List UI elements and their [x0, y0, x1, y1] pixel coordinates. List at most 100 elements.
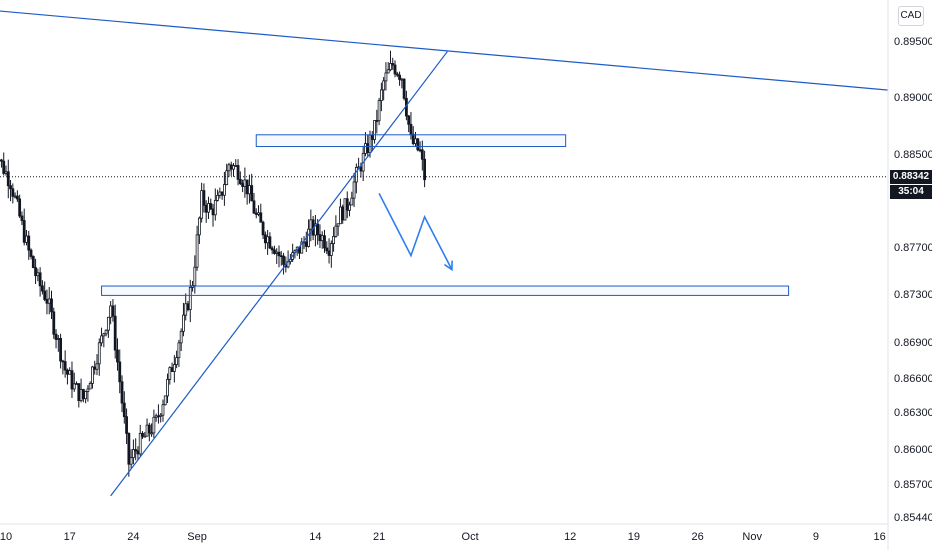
candle-body [348, 204, 351, 211]
candle-body [400, 78, 404, 81]
candle-body [248, 185, 251, 195]
candle-body [211, 208, 215, 216]
projection-arrow[interactable] [378, 193, 453, 270]
candle-body [195, 234, 199, 268]
time-tick-label: Sep [187, 531, 207, 543]
time-tick-label: 21 [373, 531, 385, 543]
time-tick-label: 26 [691, 531, 703, 543]
candle-body [88, 383, 92, 390]
candle-body [134, 449, 138, 452]
candle-body [245, 179, 249, 195]
price-axis[interactable]: 0.89500 0.89000 0.88500 0.87700 0.87300 0.869… [894, 36, 932, 524]
candle-body [91, 366, 94, 384]
candle-body [145, 424, 149, 437]
candle-body [373, 120, 376, 140]
candle-body [182, 314, 185, 332]
candle-body [172, 364, 176, 372]
candle-body [59, 338, 62, 362]
upper-resistance-line[interactable] [0, 3, 917, 94]
candle-body [252, 200, 256, 214]
candle-body [63, 361, 67, 371]
time-tick-label: 16 [873, 531, 885, 543]
candle-body [423, 158, 427, 181]
candle-body [197, 217, 201, 236]
candle-body [379, 89, 383, 101]
candle-body [163, 395, 167, 406]
candle-body [2, 160, 6, 174]
candle-body [93, 366, 97, 370]
candle-body [147, 424, 151, 434]
candle-body [188, 287, 192, 311]
currency-label[interactable]: CAD [898, 6, 924, 26]
candle-body [95, 363, 99, 370]
candle-body [213, 199, 217, 216]
price-tick-label: 0.85700 [894, 479, 932, 491]
time-axis[interactable]: 10 17 24 Sep 14 21 Oct 12 19 26 Nov 9 16 [0, 531, 886, 543]
time-tick-label: 10 [0, 531, 12, 543]
price-tick-label: 0.86300 [894, 407, 932, 419]
candle-body [341, 206, 345, 221]
candle-body [179, 330, 183, 344]
candle-body [106, 316, 110, 331]
candle-body [354, 167, 358, 183]
candle-body [339, 206, 342, 225]
candle-body [125, 416, 128, 434]
candle-body [25, 235, 28, 243]
candle-body [27, 235, 31, 251]
candle-body [222, 184, 226, 196]
candle-body [277, 251, 281, 257]
candle-body [150, 432, 154, 435]
candle-body [111, 305, 115, 317]
candle-body [136, 450, 140, 455]
time-tick-label: Nov [742, 531, 762, 543]
candle-body [77, 383, 81, 401]
candle-body [329, 243, 333, 256]
candle-body [268, 236, 272, 249]
candle-body [15, 195, 19, 200]
price-tick-label: 0.87300 [894, 289, 932, 301]
candle-body [9, 185, 12, 190]
candle-body [350, 197, 354, 206]
time-tick-label: 14 [309, 531, 321, 543]
candle-body [168, 367, 172, 380]
candle-body [261, 221, 265, 236]
candle-body [0, 159, 3, 162]
lower-zone[interactable] [101, 285, 790, 296]
candle-body [81, 389, 85, 400]
candle-body [118, 361, 122, 383]
candle-body [86, 388, 90, 392]
candle-body [273, 249, 276, 254]
candle-body [234, 165, 238, 167]
ascending-support-line[interactable] [110, 51, 448, 497]
candle-body [193, 266, 197, 286]
candle-body [11, 188, 15, 197]
candle-body [334, 225, 338, 237]
candle-body [175, 357, 179, 365]
candle-body [420, 149, 424, 160]
time-tick-label: 12 [564, 531, 576, 543]
candle-body [275, 251, 279, 254]
candle-body [79, 389, 83, 401]
upper-zone[interactable] [255, 134, 567, 148]
price-tick-label: 0.86000 [894, 444, 932, 456]
candlestick-series [0, 50, 427, 477]
projection-arrow-head [443, 260, 453, 272]
candle-body [104, 329, 108, 335]
candle-body [120, 381, 124, 404]
candle-body [254, 212, 258, 215]
candle-body [391, 63, 395, 66]
candle-body [279, 255, 283, 258]
candle-body [54, 333, 58, 340]
candle-body [61, 360, 65, 363]
candle-body [204, 204, 208, 213]
candle-body [345, 198, 349, 211]
candle-body [384, 72, 388, 82]
candle-body [270, 247, 274, 251]
candle-body [36, 272, 40, 277]
candle-body [209, 203, 213, 210]
time-tick-label: 17 [64, 531, 76, 543]
candle-body [229, 164, 233, 170]
candle-body [220, 191, 224, 196]
candle-body [336, 223, 340, 227]
